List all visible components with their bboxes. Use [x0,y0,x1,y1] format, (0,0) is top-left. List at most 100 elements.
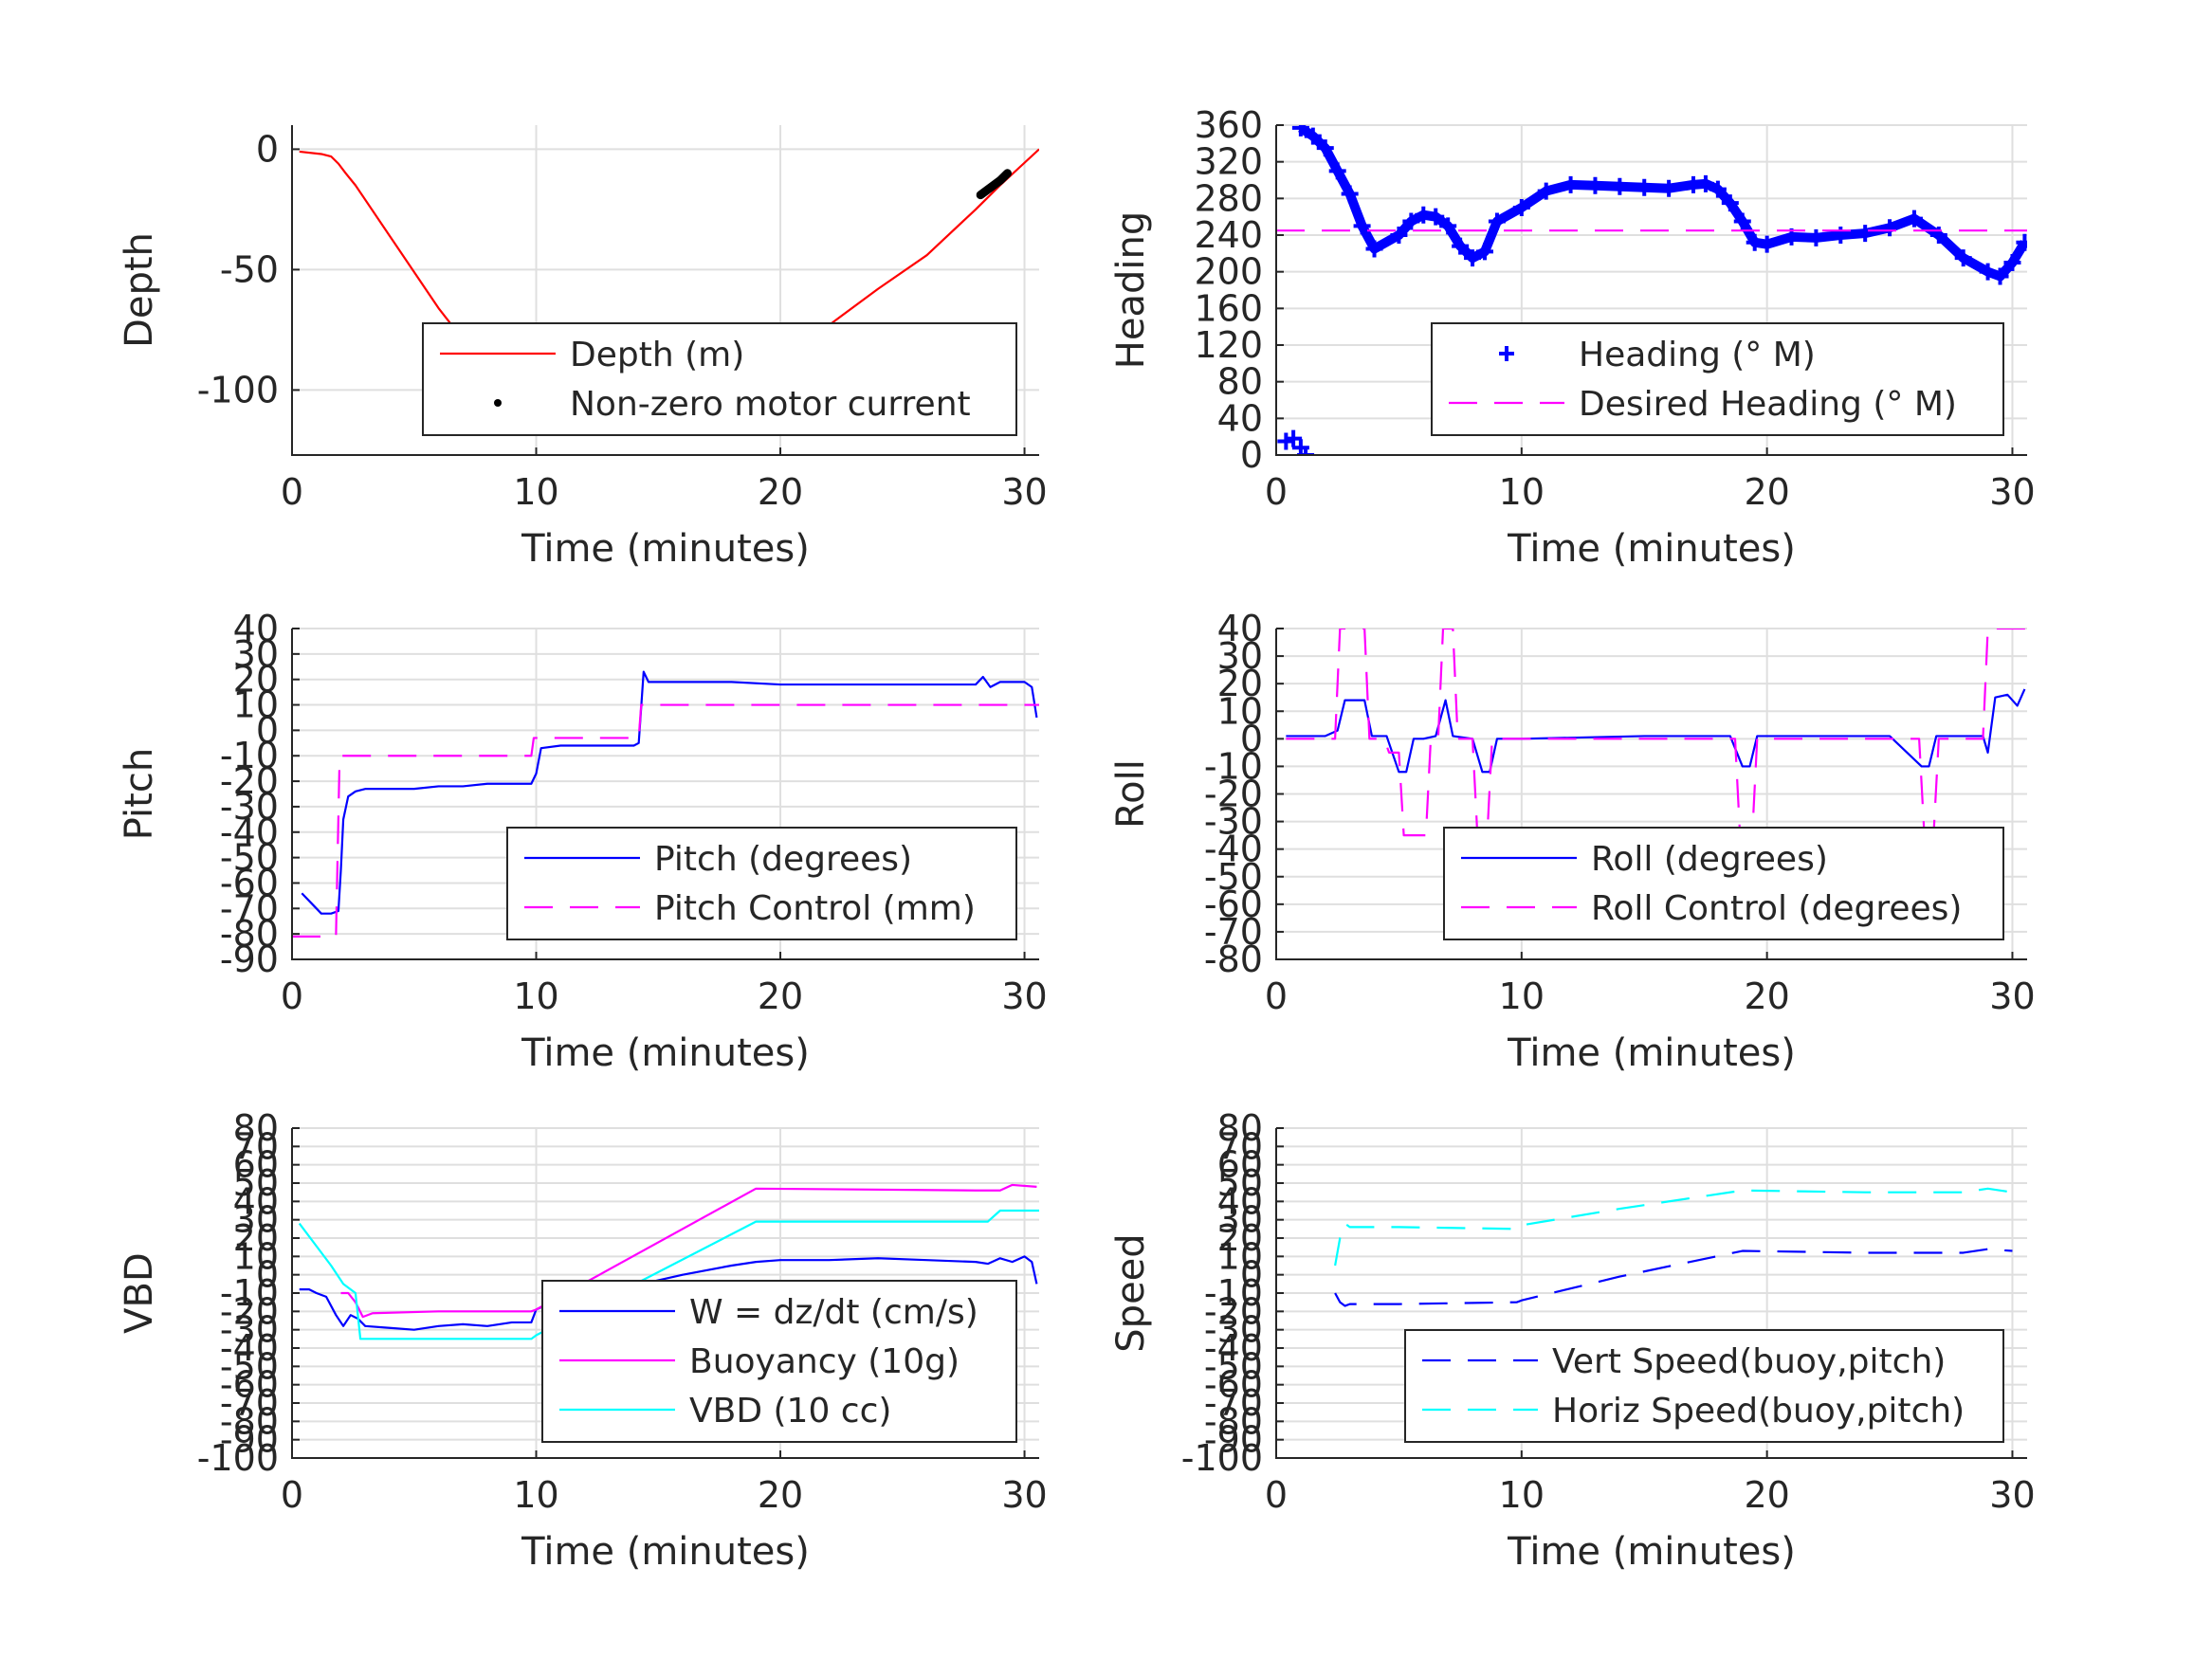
y-tick-label: 120 [1194,324,1263,366]
subplot-roll: 0 10 20 30-80-70-60-50-40-30-20-10010203040… [1109,608,2036,1075]
y-tick-label: 20 [233,659,279,701]
x-tick-label: 0 [281,471,303,513]
axis-frame [1275,1128,2027,1459]
y-tick-label: -10 [220,1272,279,1314]
y-tick-label: -10 [1204,745,1263,787]
x-tick-label: 20 [758,471,803,513]
y-tick-label: 30 [1217,635,1263,677]
y-tick-label: 0 [1240,434,1263,476]
legend-label: Roll (degrees) [1591,840,1828,879]
y-tick-label: -60 [220,862,279,903]
y-tick-label: 80 [1217,361,1263,403]
y-tick-label: -80 [1204,1400,1263,1442]
y-tick-label: 320 [1194,141,1263,183]
axis-frame [1275,629,2027,960]
y-axis-label: Heading [1109,211,1153,369]
y-tick-label: -10 [1204,1272,1263,1314]
series-layer [1276,125,2027,455]
y-tick-label: -80 [1204,939,1263,980]
y-tick-label: 30 [1217,1199,1263,1241]
axis-frame [291,629,1039,960]
y-tick-label: 0 [1240,1254,1263,1296]
series-line [301,670,1038,915]
series-line [976,169,1013,200]
x-tick-label: 0 [1265,1474,1288,1516]
y-tick-label: 40 [233,1180,279,1222]
x-tick-label: 20 [758,1474,803,1516]
series-line [1298,125,2027,282]
subplot-depth: 0 10 20 30 0 -50 -100 Time (minutes) Depth Depth … [118,125,1048,571]
x-axis-label: Time (minutes) [521,527,810,571]
y-tick-label: -100 [197,1437,279,1479]
y-tick-label: 70 [233,1125,279,1167]
y-tick-label: 30 [233,1199,279,1241]
y-tick-label: -40 [1204,829,1263,870]
y-tick-label: 80 [233,1107,279,1149]
y-tick-label: 40 [233,608,279,649]
y-tick-label: -100 [1181,1437,1263,1479]
x-tick-label: 30 [1989,975,2035,1017]
x-tick-label: 0 [1265,975,1288,1017]
legend-label: Roll Control (degrees) [1591,889,1962,928]
subplot-speed: 0 10 20 30-100-90-80-70-60-50-40-30-20-1001… [1109,1107,2036,1574]
x-tick-label: 10 [1499,471,1545,513]
legend-label: Horiz Speed(buoy,pitch) [1552,1392,1965,1431]
series-line [298,1209,1039,1340]
y-tick-label: -80 [220,913,279,955]
axis-frame [291,125,1039,456]
series-point [1285,429,1303,447]
legend-label: Desired Heading (° M) [1579,385,1957,424]
y-tick-label: 50 [233,1162,279,1204]
legend-label: Depth (m) [570,336,744,374]
y-tick-label: 40 [1217,608,1263,649]
x-tick-label: 20 [758,975,803,1017]
axis-frame [1275,125,2027,456]
series-layer [292,670,1039,938]
x-tick-label: 10 [513,975,558,1017]
subplot-pitch: 0 10 20 30-90-80-70-60-50-40-30-20-10010203… [118,608,1048,1075]
y-tick-label: -60 [220,1364,279,1406]
y-tick-label: -70 [1204,911,1263,953]
y-tick-label: 40 [1217,397,1263,439]
legend: Vert Speed(buoy,pitch) Horiz Speed(buoy,p… [1404,1329,2004,1443]
y-tick-label: -40 [220,1327,279,1369]
y-tick-label: 0 [256,709,279,751]
y-tick-label: -20 [220,1290,279,1332]
y-tick-label: -40 [1204,1327,1263,1369]
y-tick-label: 10 [233,684,279,726]
y-tick-label: 0 [1240,718,1263,759]
legend-box [422,322,1017,436]
legend-label: W = dz/dt (cm/s) [689,1293,978,1332]
y-tick-label: -90 [1204,1419,1263,1461]
y-axis-label: Speed [1109,1233,1153,1352]
legend-label: VBD (10 cc) [689,1392,891,1431]
y-tick-label: -70 [220,1382,279,1424]
y-tick-label: -30 [220,786,279,828]
y-tick-label: -40 [220,811,279,853]
y-axis-label: Pitch [118,748,161,840]
y-tick-label: 240 [1194,214,1263,256]
legend-box [1443,827,2004,940]
x-tick-label: 20 [1744,471,1789,513]
y-tick-label: -50 [1204,1345,1263,1387]
y-tick-label: -90 [220,939,279,980]
y-tick-label: -30 [220,1309,279,1351]
y-tick-label: 10 [1217,1235,1263,1277]
y-tick-label: 360 [1194,104,1263,146]
x-tick-label: 20 [1744,975,1789,1017]
y-tick-label: 280 [1194,177,1263,219]
series-layer [1334,1187,2013,1307]
x-tick-label: 10 [1499,1474,1545,1516]
x-tick-label: 30 [1989,1474,2035,1516]
y-tick-label: -60 [1204,1364,1263,1406]
y-tick-label: 20 [1217,1217,1263,1259]
legend-box [506,827,1017,940]
x-tick-label: 30 [1989,471,2035,513]
y-tick-label: 60 [233,1144,279,1186]
legend: Pitch (degrees) Pitch Control (mm) [506,827,1017,940]
subplot-vbd: 0 10 20 30-100-90-80-70-60-50-40-30-20-1001… [118,1107,1048,1574]
x-tick-label: 0 [281,975,303,1017]
y-tick-label: 0 [256,128,279,170]
y-tick-label: 60 [1217,1144,1263,1186]
